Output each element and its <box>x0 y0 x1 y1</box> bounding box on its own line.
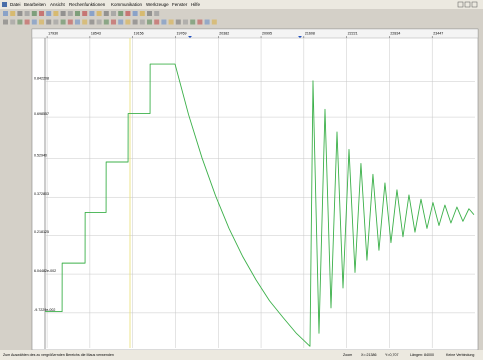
toolbar-button[interactable] <box>10 19 16 25</box>
toolbar-button[interactable] <box>67 19 73 25</box>
toolbar-button[interactable] <box>183 19 188 25</box>
status-hint: Zum Auswählen des zu vergrößernden Berei… <box>3 353 114 357</box>
x-tick-label: 22834 <box>390 31 400 35</box>
toolbar-button[interactable] <box>132 19 138 25</box>
x-tick-label: 20382 <box>219 31 229 35</box>
x-axis-strip <box>31 28 479 39</box>
toolbar-button[interactable] <box>60 19 66 25</box>
toolbar-button[interactable] <box>82 19 88 25</box>
toolbar-button[interactable] <box>154 11 160 16</box>
menu-item[interactable]: Hilfe <box>191 2 200 7</box>
x-tick-label: 23447 <box>433 31 443 35</box>
toolbar-button[interactable] <box>125 19 131 25</box>
toolbar-button[interactable] <box>125 11 131 16</box>
menu-bar <box>0 0 483 9</box>
close-button[interactable] <box>471 1 478 8</box>
toolbar-button[interactable] <box>103 11 109 16</box>
toolbar-button[interactable] <box>96 19 102 25</box>
app-icon <box>2 2 7 7</box>
cursor-marker <box>298 36 302 38</box>
y-tick-label: 0.698557 <box>34 112 49 116</box>
toolbar-button[interactable] <box>75 19 80 25</box>
toolbar-button[interactable] <box>139 19 145 25</box>
toolbar <box>3 19 217 25</box>
toolbar-button[interactable] <box>10 11 16 16</box>
toolbar-button[interactable] <box>190 19 196 25</box>
toolbar-button[interactable] <box>24 19 30 25</box>
status-connection: Keine Verbindung <box>446 353 474 357</box>
toolbar-button[interactable] <box>24 11 30 16</box>
toolbar-button[interactable] <box>75 11 80 16</box>
toolbar-button[interactable] <box>118 19 124 25</box>
y-tick-label: 6.04482e-002 <box>34 269 56 273</box>
toolbar-button[interactable] <box>96 11 102 16</box>
status-bar <box>0 350 483 360</box>
toolbar-button[interactable] <box>31 11 37 16</box>
toolbar-button[interactable] <box>60 11 66 16</box>
toolbar-button[interactable] <box>103 19 109 25</box>
y-tick-label: 0.218125 <box>34 230 49 234</box>
toolbar-button[interactable] <box>211 19 217 25</box>
toolbar-button[interactable] <box>111 11 116 16</box>
x-tick-label: 19156 <box>134 31 144 35</box>
x-tick-label: 21608 <box>305 31 315 35</box>
toolbar-button[interactable] <box>53 19 59 25</box>
toolbar-button[interactable] <box>17 19 23 25</box>
y-tick-label: 0.372803 <box>34 192 49 196</box>
toolbar-button[interactable] <box>197 19 203 25</box>
toolbar-button[interactable] <box>132 11 138 16</box>
toolbar-button[interactable] <box>89 11 95 16</box>
toolbar-button[interactable] <box>175 19 181 25</box>
status-mode: Zoom <box>343 353 352 357</box>
x-tick-label: 17930 <box>48 31 58 35</box>
y-tick-label: -9.7229e-002 <box>34 308 55 312</box>
toolbar-button[interactable] <box>204 19 210 25</box>
toolbar <box>3 11 160 16</box>
restore-button[interactable] <box>464 1 471 8</box>
toolbar-button[interactable] <box>147 19 152 25</box>
x-tick-label: 22221 <box>348 31 358 35</box>
toolbar-button[interactable] <box>3 11 8 16</box>
toolbar-button[interactable] <box>139 11 145 16</box>
x-tick-label: 20995 <box>262 31 272 35</box>
minimize-button[interactable] <box>457 1 464 8</box>
menu-item[interactable]: Werkzeuge <box>146 2 169 7</box>
toolbar-button[interactable] <box>39 11 44 16</box>
menu-item[interactable]: Datei <box>10 2 21 7</box>
toolbar-button[interactable] <box>111 19 116 25</box>
toolbar-button[interactable] <box>147 11 152 16</box>
status-y: Y=0,707 <box>385 353 399 357</box>
toolbar-button[interactable] <box>154 19 160 25</box>
menu-item[interactable]: Bearbeiten <box>24 2 46 7</box>
x-tick-label: 19769 <box>176 31 186 35</box>
toolbar-button[interactable] <box>161 19 167 25</box>
window-controls <box>457 1 478 8</box>
toolbar-button[interactable] <box>168 19 174 25</box>
toolbar-button[interactable] <box>67 11 73 16</box>
toolbar-button[interactable] <box>39 19 44 25</box>
y-tick-label: 0.52940 <box>34 154 47 158</box>
menu-item[interactable]: Rechenfunktionen <box>69 2 106 7</box>
x-tick-label: 18543 <box>91 31 101 35</box>
toolbar-button[interactable] <box>89 19 95 25</box>
toolbar-button[interactable] <box>82 11 88 16</box>
toolbar-button[interactable] <box>46 19 52 25</box>
menu-item[interactable]: Kommunikation <box>111 2 143 7</box>
y-tick-label: 0.842208 <box>34 77 49 81</box>
signal-line <box>45 63 475 347</box>
status-length: Längen: 84000 <box>410 353 434 357</box>
toolbar-button[interactable] <box>53 11 59 16</box>
toolbar-button[interactable] <box>46 11 52 16</box>
toolbar-button[interactable] <box>3 19 8 25</box>
chart-panel <box>31 28 479 351</box>
toolbar-button[interactable] <box>17 11 23 16</box>
cursor-marker <box>188 36 192 38</box>
toolbar-button[interactable] <box>31 19 37 25</box>
menu-item[interactable]: Ansicht <box>50 2 66 7</box>
menu-item[interactable]: Fenster <box>172 2 188 7</box>
status-x: X=:21386 <box>361 353 377 357</box>
toolbar-button[interactable] <box>118 11 124 16</box>
